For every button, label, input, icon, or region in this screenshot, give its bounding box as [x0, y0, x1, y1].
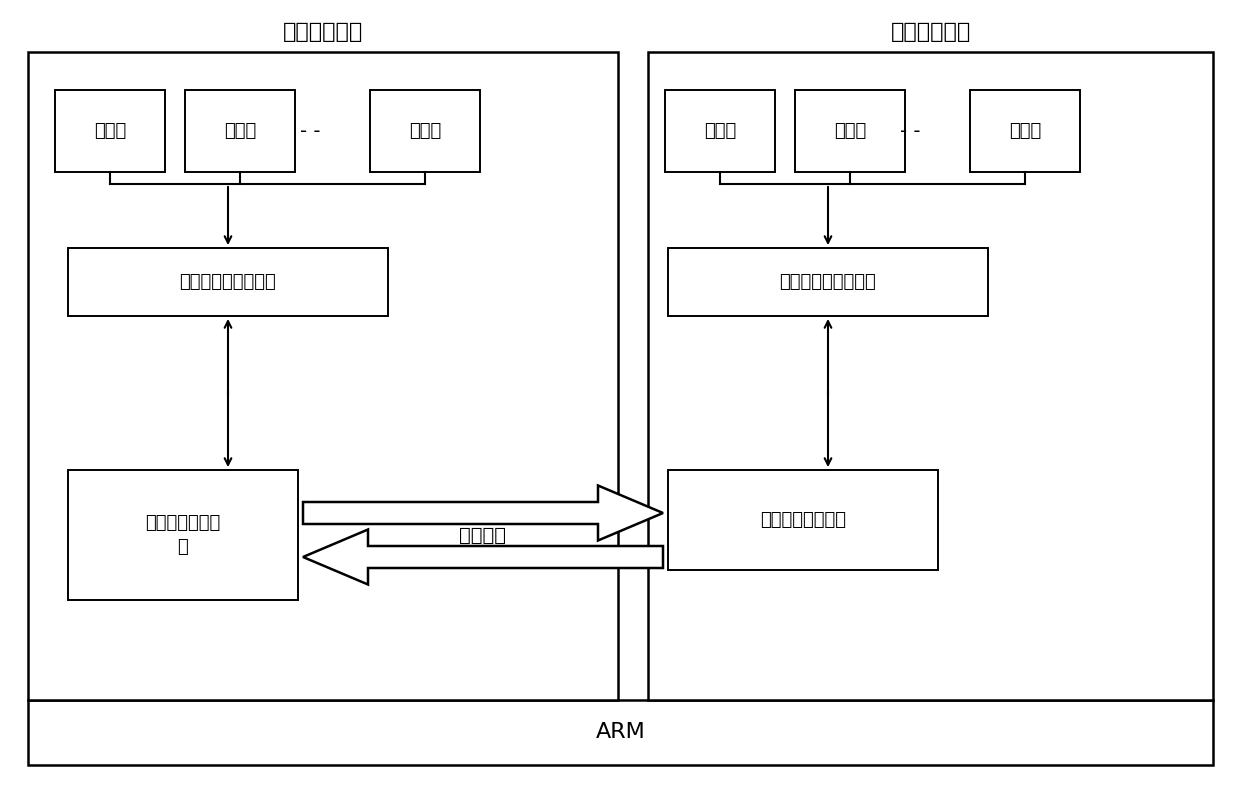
Text: 客户端系统调用接口: 客户端系统调用接口: [180, 273, 276, 291]
Text: 普通操作系统: 普通操作系统: [282, 22, 363, 42]
Polygon shape: [304, 486, 663, 540]
Text: ARM: ARM: [596, 722, 646, 743]
Bar: [668, 470, 938, 570]
Bar: [55, 90, 165, 172]
Bar: [665, 90, 776, 172]
Polygon shape: [304, 529, 663, 585]
Text: 安全操作系统: 安全操作系统: [891, 22, 970, 42]
Text: 服务端: 服务端: [834, 122, 866, 140]
Text: 共享内存: 共享内存: [460, 525, 507, 544]
Bar: [28, 52, 618, 700]
Bar: [795, 90, 904, 172]
Bar: [648, 52, 1213, 700]
Text: 客户端: 客户端: [94, 122, 126, 140]
Text: 服务端: 服务端: [704, 122, 736, 140]
Text: 底层安全通信驱动: 底层安全通信驱动: [760, 511, 846, 529]
Text: 服务端: 服务端: [1009, 122, 1041, 140]
Bar: [970, 90, 1080, 172]
Text: - -: - -: [900, 122, 921, 141]
Text: 客户端: 客户端: [224, 122, 256, 140]
Text: 服务端系统调用接口: 服务端系统调用接口: [779, 273, 876, 291]
Bar: [370, 90, 479, 172]
Bar: [68, 470, 299, 600]
Bar: [68, 248, 388, 316]
Text: 底层普通通信驱
动: 底层普通通信驱 动: [145, 514, 221, 556]
Bar: [28, 700, 1213, 765]
Bar: [668, 248, 987, 316]
Bar: [185, 90, 295, 172]
Text: 客户端: 客户端: [409, 122, 441, 140]
Text: - -: - -: [300, 122, 320, 141]
